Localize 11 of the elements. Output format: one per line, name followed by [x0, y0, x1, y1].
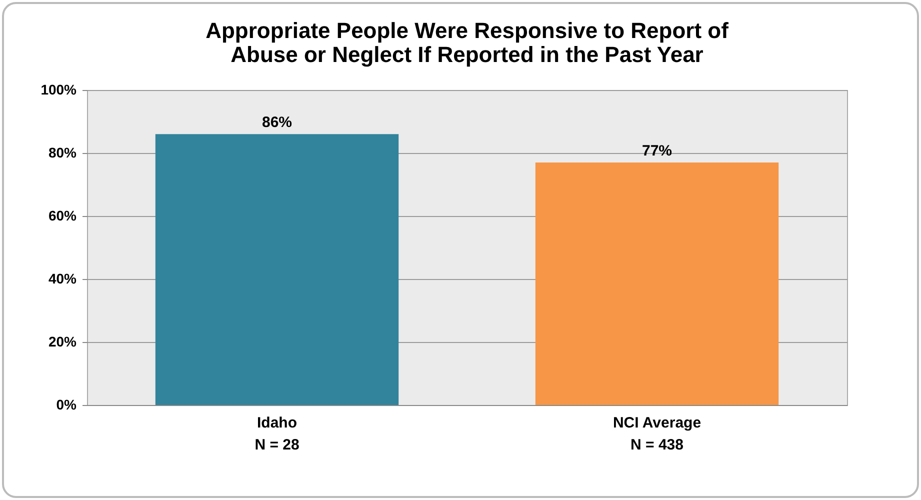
y-tick-label: 80%: [48, 144, 78, 160]
y-tick-label: 0%: [56, 396, 78, 412]
y-tick-label: 40%: [48, 270, 78, 286]
x-tick-label: Idaho N = 28: [254, 414, 300, 454]
data-label: 86%: [262, 114, 292, 132]
data-label: 77%: [642, 142, 672, 160]
y-tick-label: 60%: [48, 208, 78, 224]
x-tick-label: NCI Average N = 438: [612, 414, 702, 454]
y-tick-label: 100%: [40, 82, 78, 98]
y-tick-label: 20%: [48, 334, 78, 350]
chart-title: Appropriate People Were Responsive to Report of Abuse or Neglect If Reported in the Past Year: [206, 18, 730, 67]
